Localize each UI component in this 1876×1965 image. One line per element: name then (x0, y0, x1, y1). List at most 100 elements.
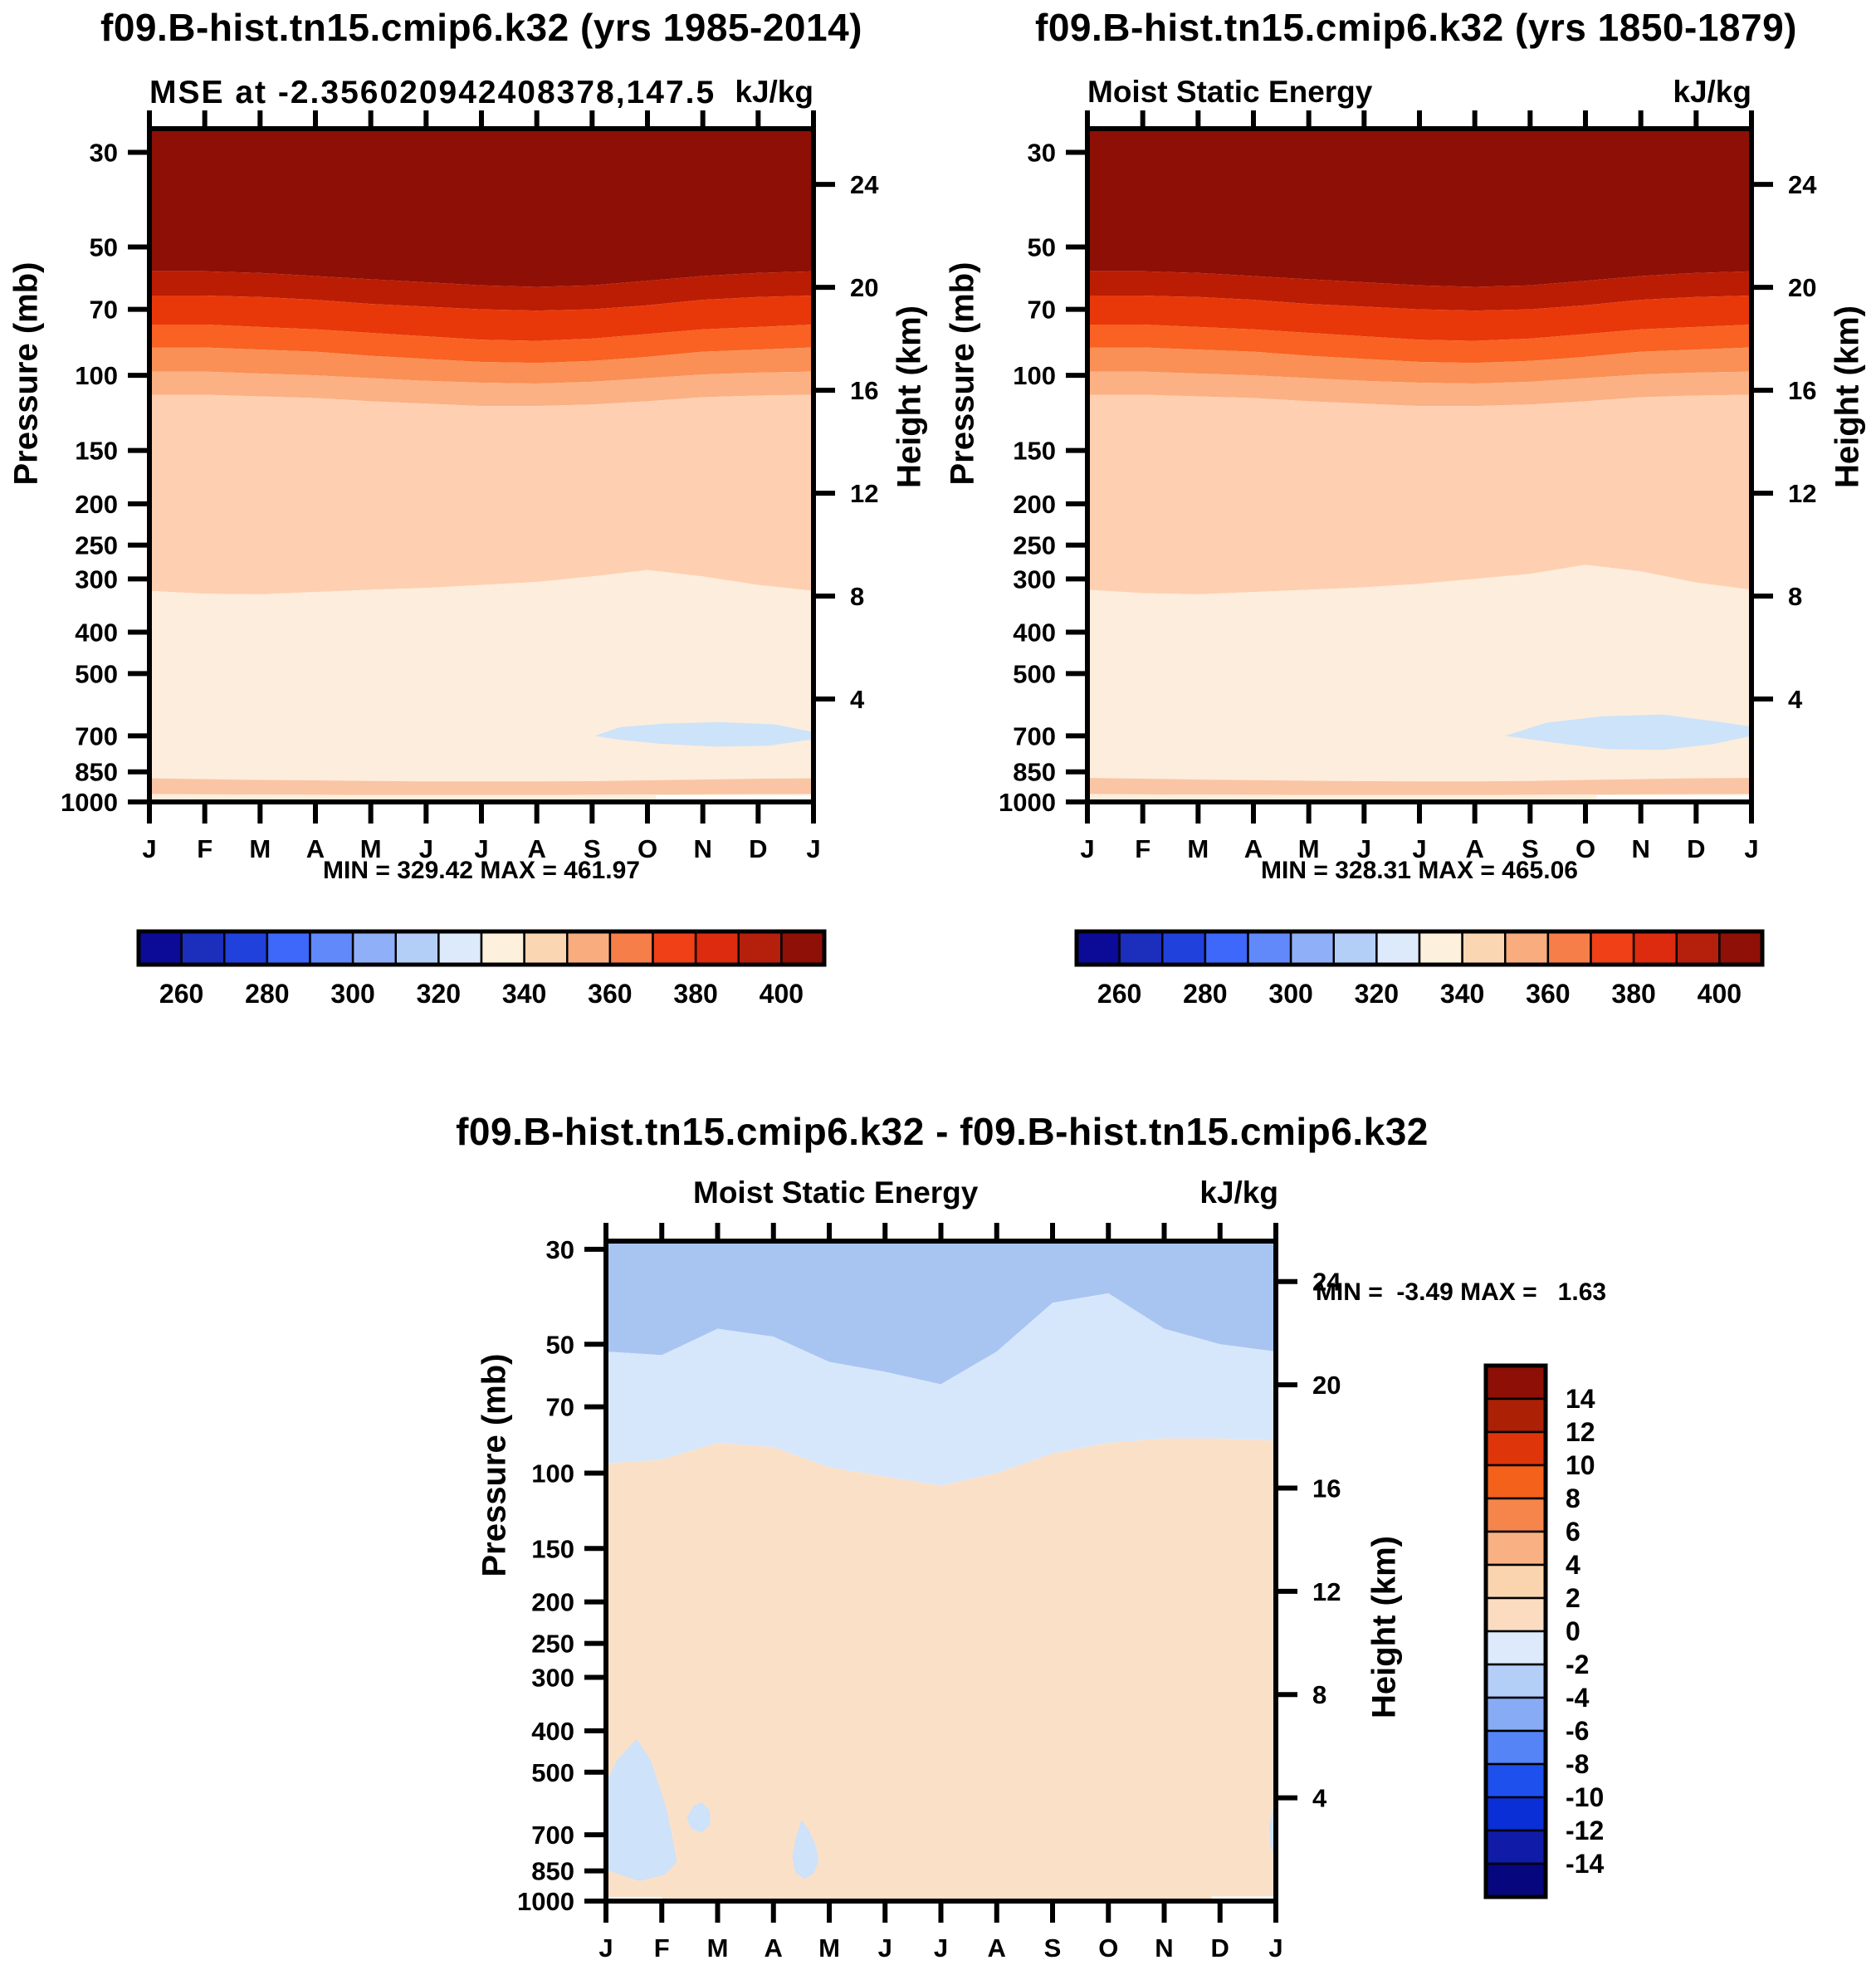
month-label: M (1187, 834, 1209, 863)
month-label: N (1631, 834, 1649, 863)
height-tick-label: 8 (1312, 1680, 1326, 1709)
contour-band (606, 1241, 1276, 1385)
colorbar-label: 10 (1566, 1450, 1595, 1480)
month-label: D (1687, 834, 1705, 863)
colorbar-cell (523, 930, 569, 966)
colorbar-cell (1675, 930, 1721, 966)
colorbar-label: 320 (417, 979, 461, 1009)
height-tick-label: 12 (1788, 479, 1816, 508)
panel2-min-max: MIN = 328.31 MAX = 465.06 (1261, 857, 1578, 884)
pressure-tick-label: 70 (1028, 296, 1056, 325)
pressure-tick-label: 300 (531, 1663, 574, 1692)
colorbar-label: 8 (1566, 1484, 1580, 1513)
colorbar-label: -6 (1566, 1716, 1589, 1746)
pressure-tick-label: 300 (1013, 565, 1056, 594)
colorbar-cell (566, 930, 612, 966)
colorbar-cell (1484, 1696, 1547, 1733)
height-tick-label: 20 (1788, 273, 1816, 302)
colorbar-label: -8 (1566, 1749, 1589, 1779)
low-value-blob-700mb (594, 721, 813, 747)
month-label: A (306, 834, 325, 863)
month-label: A (765, 1933, 783, 1963)
pressure-tick-label: 250 (75, 531, 118, 560)
pressure-tick-label: 70 (90, 296, 118, 325)
colorbar-cell (394, 930, 440, 966)
panel2-title: f09.B-hist.tn15.cmip6.k32 (yrs 1850-1879… (1035, 6, 1797, 49)
month-label: M (1298, 834, 1320, 863)
month-label: O (1576, 834, 1595, 863)
colorbar-label: -12 (1566, 1816, 1604, 1845)
month-label: A (1244, 834, 1263, 863)
colorbar-label: 320 (1355, 979, 1399, 1009)
colorbar-label: 280 (1183, 979, 1227, 1009)
pressure-tick-label: 200 (75, 490, 118, 519)
height-tick-label: 24 (850, 170, 879, 199)
pressure-tick-label: 700 (1013, 721, 1056, 750)
month-label: D (1211, 1933, 1229, 1963)
pressure-tick-label: 30 (1028, 139, 1056, 168)
month-label: S (584, 834, 601, 863)
pressure-tick-label: 1000 (61, 788, 118, 817)
pressure-tick-label: 70 (546, 1393, 574, 1422)
colorbar-cell (1204, 930, 1249, 966)
pressure-tick-label: 1000 (999, 788, 1056, 817)
colorbar-cell (694, 930, 740, 966)
pressure-tick-label: 400 (1013, 618, 1056, 648)
colorbar-cell (1484, 1862, 1547, 1899)
panel3-pressure-axis-title: Pressure (mb) (476, 1353, 513, 1577)
pressure-tick-label: 300 (75, 565, 118, 594)
contour-band (149, 296, 813, 341)
pressure-tick-label: 500 (531, 1758, 574, 1787)
colorbar-cell (1247, 930, 1292, 966)
month-label: A (1465, 834, 1483, 863)
colorbar-cell (309, 930, 354, 966)
month-label: J (934, 1933, 948, 1963)
month-label: M (818, 1933, 840, 1963)
colorbar-cell (1718, 930, 1764, 966)
pressure-tick-label: 250 (1013, 531, 1056, 560)
colorbar-cell (1418, 930, 1463, 966)
colorbar-label: 280 (245, 979, 289, 1009)
negative-blob-apr-may (792, 1819, 819, 1879)
colorbar-cell (1590, 930, 1635, 966)
pressure-tick-label: 850 (531, 1857, 574, 1886)
colorbar-cell (1484, 1663, 1547, 1699)
colorbar-cell (737, 930, 783, 966)
pressure-tick-label: 700 (531, 1821, 574, 1850)
pressure-tick-label: 250 (531, 1630, 574, 1659)
colorbar-cell (480, 930, 525, 966)
contour-band (149, 394, 813, 594)
height-tick-label: 20 (850, 273, 878, 302)
panel1-min-max: MIN = 329.42 MAX = 461.97 (323, 857, 640, 884)
month-label: J (806, 834, 820, 863)
height-tick-label: 24 (1312, 1268, 1341, 1297)
pressure-tick-label: 150 (75, 437, 118, 466)
colorbar-label: 6 (1566, 1517, 1580, 1547)
month-label: J (878, 1933, 892, 1963)
colorbar-cell (1484, 1464, 1547, 1500)
height-tick-label: 4 (1788, 685, 1803, 714)
colorbar-cell (137, 930, 183, 966)
height-tick-label: 4 (850, 685, 865, 714)
colorbar-cell (652, 930, 697, 966)
height-tick-label: 4 (1312, 1784, 1327, 1813)
colorbar-cell (1484, 1397, 1547, 1434)
panel1-subtitle-left: MSE at -2.356020942408378,147.5 (149, 75, 716, 110)
height-tick-label: 20 (1312, 1371, 1341, 1400)
colorbar-label: 300 (1268, 979, 1312, 1009)
month-label: J (1357, 834, 1371, 863)
colorbar-frame (136, 929, 827, 967)
contour-band (1087, 296, 1751, 341)
contour-band (1087, 371, 1751, 407)
contour-band (149, 778, 813, 795)
contour-band (149, 371, 813, 407)
pressure-tick-label: 30 (90, 139, 118, 168)
month-label: J (142, 834, 156, 863)
colorbar-label: 4 (1566, 1550, 1580, 1580)
pressure-tick-label: 150 (531, 1534, 574, 1563)
colorbar-cell (1484, 1630, 1547, 1666)
pressure-tick-label: 100 (1013, 361, 1056, 390)
pressure-tick-label: 50 (546, 1330, 574, 1359)
pressure-tick-label: 850 (1013, 758, 1056, 787)
